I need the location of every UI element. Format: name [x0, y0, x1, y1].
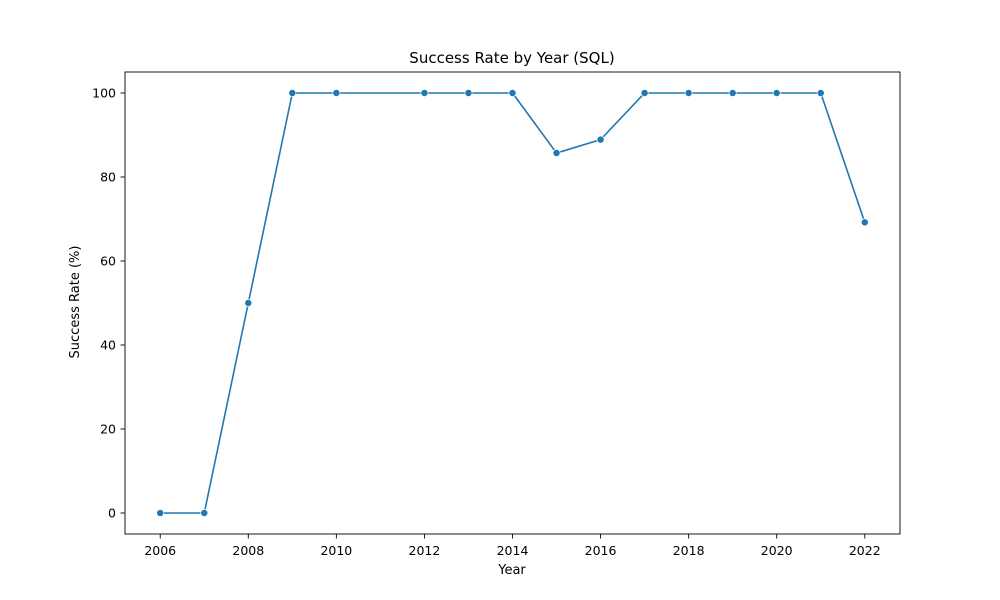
- y-tick-label: 60: [100, 254, 116, 269]
- y-tick-label: 0: [108, 506, 116, 521]
- data-point: [156, 509, 165, 517]
- x-tick-label: 2022: [849, 543, 881, 558]
- x-tick-label: 2016: [585, 543, 617, 558]
- data-point: [420, 89, 429, 97]
- x-tick-label: 2012: [409, 543, 441, 558]
- series-line: [160, 92, 866, 514]
- y-tick-label: 80: [100, 170, 116, 185]
- x-tick-label: 2018: [673, 543, 705, 558]
- chart-title: Success Rate by Year (SQL): [409, 49, 614, 67]
- x-tick-label: 2014: [497, 543, 529, 558]
- data-point: [816, 89, 825, 97]
- y-axis-label: Success Rate (%): [68, 246, 83, 359]
- y-tick-label: 100: [92, 86, 116, 101]
- x-axis-label: Year: [497, 563, 526, 578]
- data-point: [772, 89, 781, 97]
- data-point: [684, 89, 693, 97]
- x-tick-label: 2006: [144, 543, 176, 558]
- y-tick-label: 20: [100, 422, 116, 437]
- plot-area: 2006 2008 2010 2012 2014 2016 2018 2020 2022 0 20 4…: [92, 71, 901, 558]
- data-point: [464, 89, 473, 97]
- x-tick-label: 2008: [232, 543, 264, 558]
- data-point: [288, 89, 297, 97]
- axes-frame: [124, 71, 901, 535]
- data-point: [200, 509, 209, 517]
- data-point: [860, 218, 869, 227]
- data-point: [332, 89, 341, 97]
- data-point: [640, 89, 649, 97]
- data-point: [552, 149, 561, 158]
- data-point: [728, 89, 737, 97]
- x-tick-label: 2020: [761, 543, 793, 558]
- data-point: [508, 89, 517, 97]
- x-tick-label: 2010: [320, 543, 352, 558]
- y-tick-label: 40: [100, 338, 116, 353]
- data-point: [596, 135, 605, 144]
- data-point: [244, 299, 253, 307]
